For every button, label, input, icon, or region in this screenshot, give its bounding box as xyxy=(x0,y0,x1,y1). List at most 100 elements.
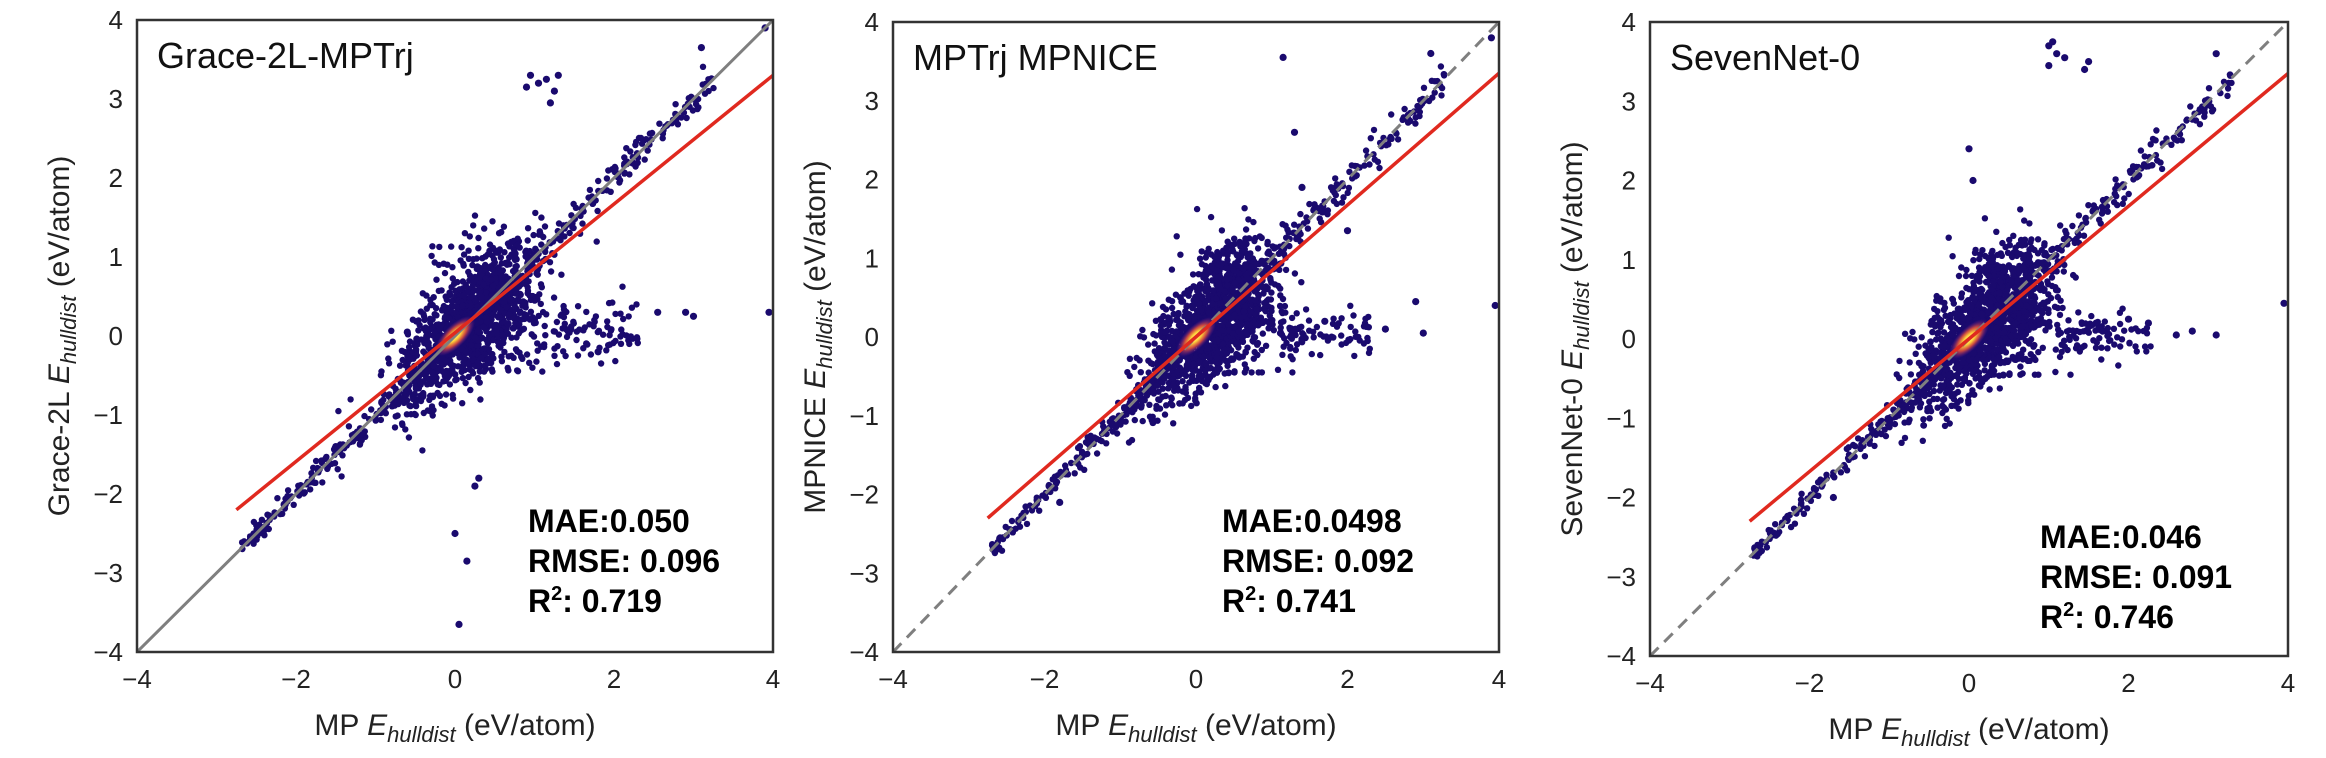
data-point xyxy=(2141,153,2148,160)
data-point xyxy=(2157,159,2164,166)
data-point xyxy=(397,379,405,386)
data-point xyxy=(540,343,548,351)
data-point xyxy=(2224,92,2231,100)
data-point xyxy=(486,241,494,248)
data-point xyxy=(553,318,561,326)
data-point xyxy=(534,271,541,278)
outlier-point xyxy=(1056,498,1064,506)
data-point xyxy=(1242,261,1249,268)
data-point xyxy=(498,275,505,282)
data-point xyxy=(1243,321,1251,328)
data-point xyxy=(1251,237,1258,245)
data-point xyxy=(1277,329,1284,336)
data-point xyxy=(461,230,469,237)
axis-title-subscript: hulldist xyxy=(387,722,456,747)
r2-superscript: 2 xyxy=(551,583,562,605)
data-point xyxy=(1190,360,1197,368)
data-point xyxy=(628,304,636,311)
data-point xyxy=(1246,269,1253,276)
data-point xyxy=(527,296,535,304)
data-point xyxy=(499,331,506,338)
data-point xyxy=(1383,142,1390,149)
data-point xyxy=(586,321,593,328)
data-point xyxy=(1254,245,1262,252)
data-point xyxy=(2034,236,2042,243)
data-point xyxy=(392,413,399,420)
data-point xyxy=(1871,442,1878,450)
data-point xyxy=(468,342,475,349)
data-point xyxy=(359,431,366,438)
data-point xyxy=(1224,252,1231,259)
x-tick-label: −4 xyxy=(122,664,152,694)
stat-r2: R2: 0.719 xyxy=(528,583,662,619)
data-point xyxy=(431,259,438,266)
data-point xyxy=(1927,347,1934,354)
data-point xyxy=(1172,291,1180,298)
data-point xyxy=(1242,348,1249,356)
data-point xyxy=(1139,417,1146,425)
outlier-point xyxy=(1412,298,1420,306)
data-point xyxy=(1161,344,1169,351)
data-point xyxy=(497,254,504,261)
data-point xyxy=(1196,358,1203,365)
data-point xyxy=(1286,242,1293,250)
data-point xyxy=(1293,341,1301,348)
data-point xyxy=(1188,402,1195,410)
data-point xyxy=(546,259,554,266)
data-point xyxy=(254,523,261,530)
data-point xyxy=(1955,305,1963,312)
data-point xyxy=(471,212,479,219)
data-point xyxy=(385,355,392,362)
data-point xyxy=(1978,294,1986,301)
data-point xyxy=(1193,400,1200,407)
data-point xyxy=(1364,337,1371,345)
y-tick-label: −1 xyxy=(849,401,879,431)
data-point xyxy=(438,287,445,294)
data-point xyxy=(633,301,640,308)
data-point xyxy=(1388,111,1395,118)
x-tick-label: −4 xyxy=(878,664,908,694)
data-point xyxy=(1151,340,1158,347)
y-tick-label: 2 xyxy=(109,163,123,193)
data-point xyxy=(563,308,570,316)
data-point xyxy=(347,396,354,403)
data-point xyxy=(551,352,558,359)
outlier-point xyxy=(765,308,773,316)
data-point xyxy=(516,321,523,328)
data-point xyxy=(1993,228,2000,235)
data-point xyxy=(620,315,627,323)
data-point xyxy=(594,207,601,215)
data-point xyxy=(1292,326,1299,334)
data-point xyxy=(1205,309,1213,317)
data-point xyxy=(532,319,539,326)
axis-title-suffix: (eV/atom) xyxy=(1197,709,1337,742)
data-point xyxy=(1169,402,1176,409)
data-point xyxy=(1225,321,1232,328)
data-point xyxy=(1310,334,1317,341)
data-point xyxy=(495,230,503,237)
data-point xyxy=(532,209,539,217)
data-point xyxy=(1243,365,1250,372)
data-point xyxy=(2125,190,2132,198)
outlier-point xyxy=(1154,349,1162,357)
data-point xyxy=(2006,236,2013,244)
y-tick-label: 1 xyxy=(865,243,879,273)
data-point xyxy=(1224,256,1231,264)
data-point xyxy=(449,275,456,282)
outlier-point xyxy=(654,308,662,316)
data-point xyxy=(558,271,565,278)
data-point xyxy=(428,252,435,260)
data-point xyxy=(334,466,341,473)
data-point xyxy=(2205,85,2213,92)
data-point xyxy=(1260,305,1268,312)
data-point xyxy=(2026,259,2034,266)
data-point xyxy=(380,396,387,404)
data-point xyxy=(1896,374,1903,382)
data-point xyxy=(1861,453,1869,460)
data-point xyxy=(1129,409,1136,416)
data-point xyxy=(1289,356,1296,363)
data-point xyxy=(998,547,1006,554)
data-point xyxy=(482,261,489,269)
data-point xyxy=(465,373,472,381)
